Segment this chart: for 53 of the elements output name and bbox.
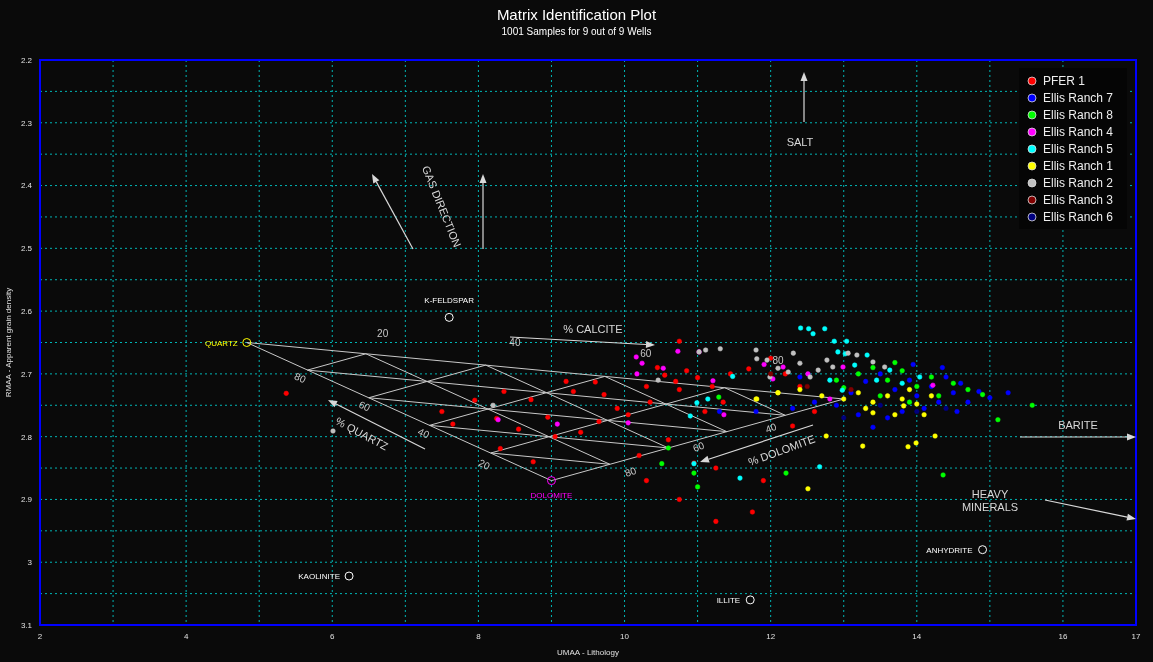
annotation: ANHYDRITE	[926, 545, 973, 555]
y-tick-label: 2.8	[20, 432, 33, 442]
legend-label: Ellis Ranch 7	[1043, 90, 1114, 105]
annotation: 20	[377, 328, 389, 340]
chart-subtitle: 1001 Samples for 9 out of 9 Wells	[500, 26, 653, 37]
x-tick-label: 2	[37, 631, 43, 641]
y-tick-label: 2.3	[20, 118, 33, 128]
legend-label: Ellis Ranch 8	[1043, 107, 1114, 122]
y-axis-title: RMAA - Apparent grain density	[3, 287, 13, 398]
annotation: % CALCITE	[563, 323, 623, 335]
annotation: 60	[691, 439, 707, 454]
y-tick-label: 2.7	[20, 369, 33, 379]
annotation: 60	[640, 348, 652, 360]
annotation: 80	[292, 370, 308, 386]
x-axis-title: UMAA - Lithology	[557, 648, 619, 657]
legend-label: Ellis Ranch 2	[1043, 175, 1114, 190]
legend-label: Ellis Ranch 5	[1043, 141, 1114, 156]
annotation: 60	[357, 398, 373, 414]
y-tick-label: 2.4	[20, 181, 33, 191]
legend-label: Ellis Ranch 6	[1043, 209, 1114, 224]
annotation: ILLITE	[716, 595, 741, 605]
annotation: DOLOMITE	[530, 490, 573, 500]
y-tick-label: 2.2	[20, 55, 33, 65]
annotation: KAOLINITE	[298, 572, 341, 582]
annotation: 40	[416, 425, 432, 441]
y-tick-label: 3	[27, 558, 33, 568]
x-tick-label: 16	[1058, 631, 1068, 641]
x-tick-label: 17	[1131, 631, 1141, 641]
annotation: BARITE	[1058, 419, 1098, 431]
chart-title: Matrix Identification Plot	[495, 6, 658, 23]
annotation: 40	[509, 336, 521, 348]
x-tick-label: 8	[476, 631, 482, 641]
legend-label: Ellis Ranch 1	[1043, 158, 1114, 173]
y-tick-label: 2.5	[20, 244, 33, 254]
annotation: 80	[623, 464, 639, 479]
x-tick-label: 12	[766, 631, 776, 641]
x-tick-label: 10	[620, 631, 630, 641]
annotation: K-FELDSPAR	[424, 296, 475, 306]
legend-label: PFER 1	[1043, 73, 1086, 88]
y-tick-label: 2.6	[20, 306, 33, 316]
y-tick-label: 3.1	[20, 620, 33, 630]
annotation: QUARTZ	[205, 338, 238, 348]
annotation: SALT	[786, 136, 814, 148]
y-tick-label: 2.9	[20, 495, 33, 505]
annotation: HEAVY MINERALS	[961, 488, 1019, 513]
legend-label: Ellis Ranch 3	[1043, 192, 1114, 207]
annotation: 40	[763, 420, 779, 436]
legend-label: Ellis Ranch 4	[1043, 124, 1114, 139]
x-tick-label: 6	[330, 631, 336, 641]
annotation: 80	[772, 355, 784, 367]
x-tick-label: 4	[183, 631, 189, 641]
x-tick-label: 14	[912, 631, 922, 641]
annotation: 20	[476, 457, 493, 473]
